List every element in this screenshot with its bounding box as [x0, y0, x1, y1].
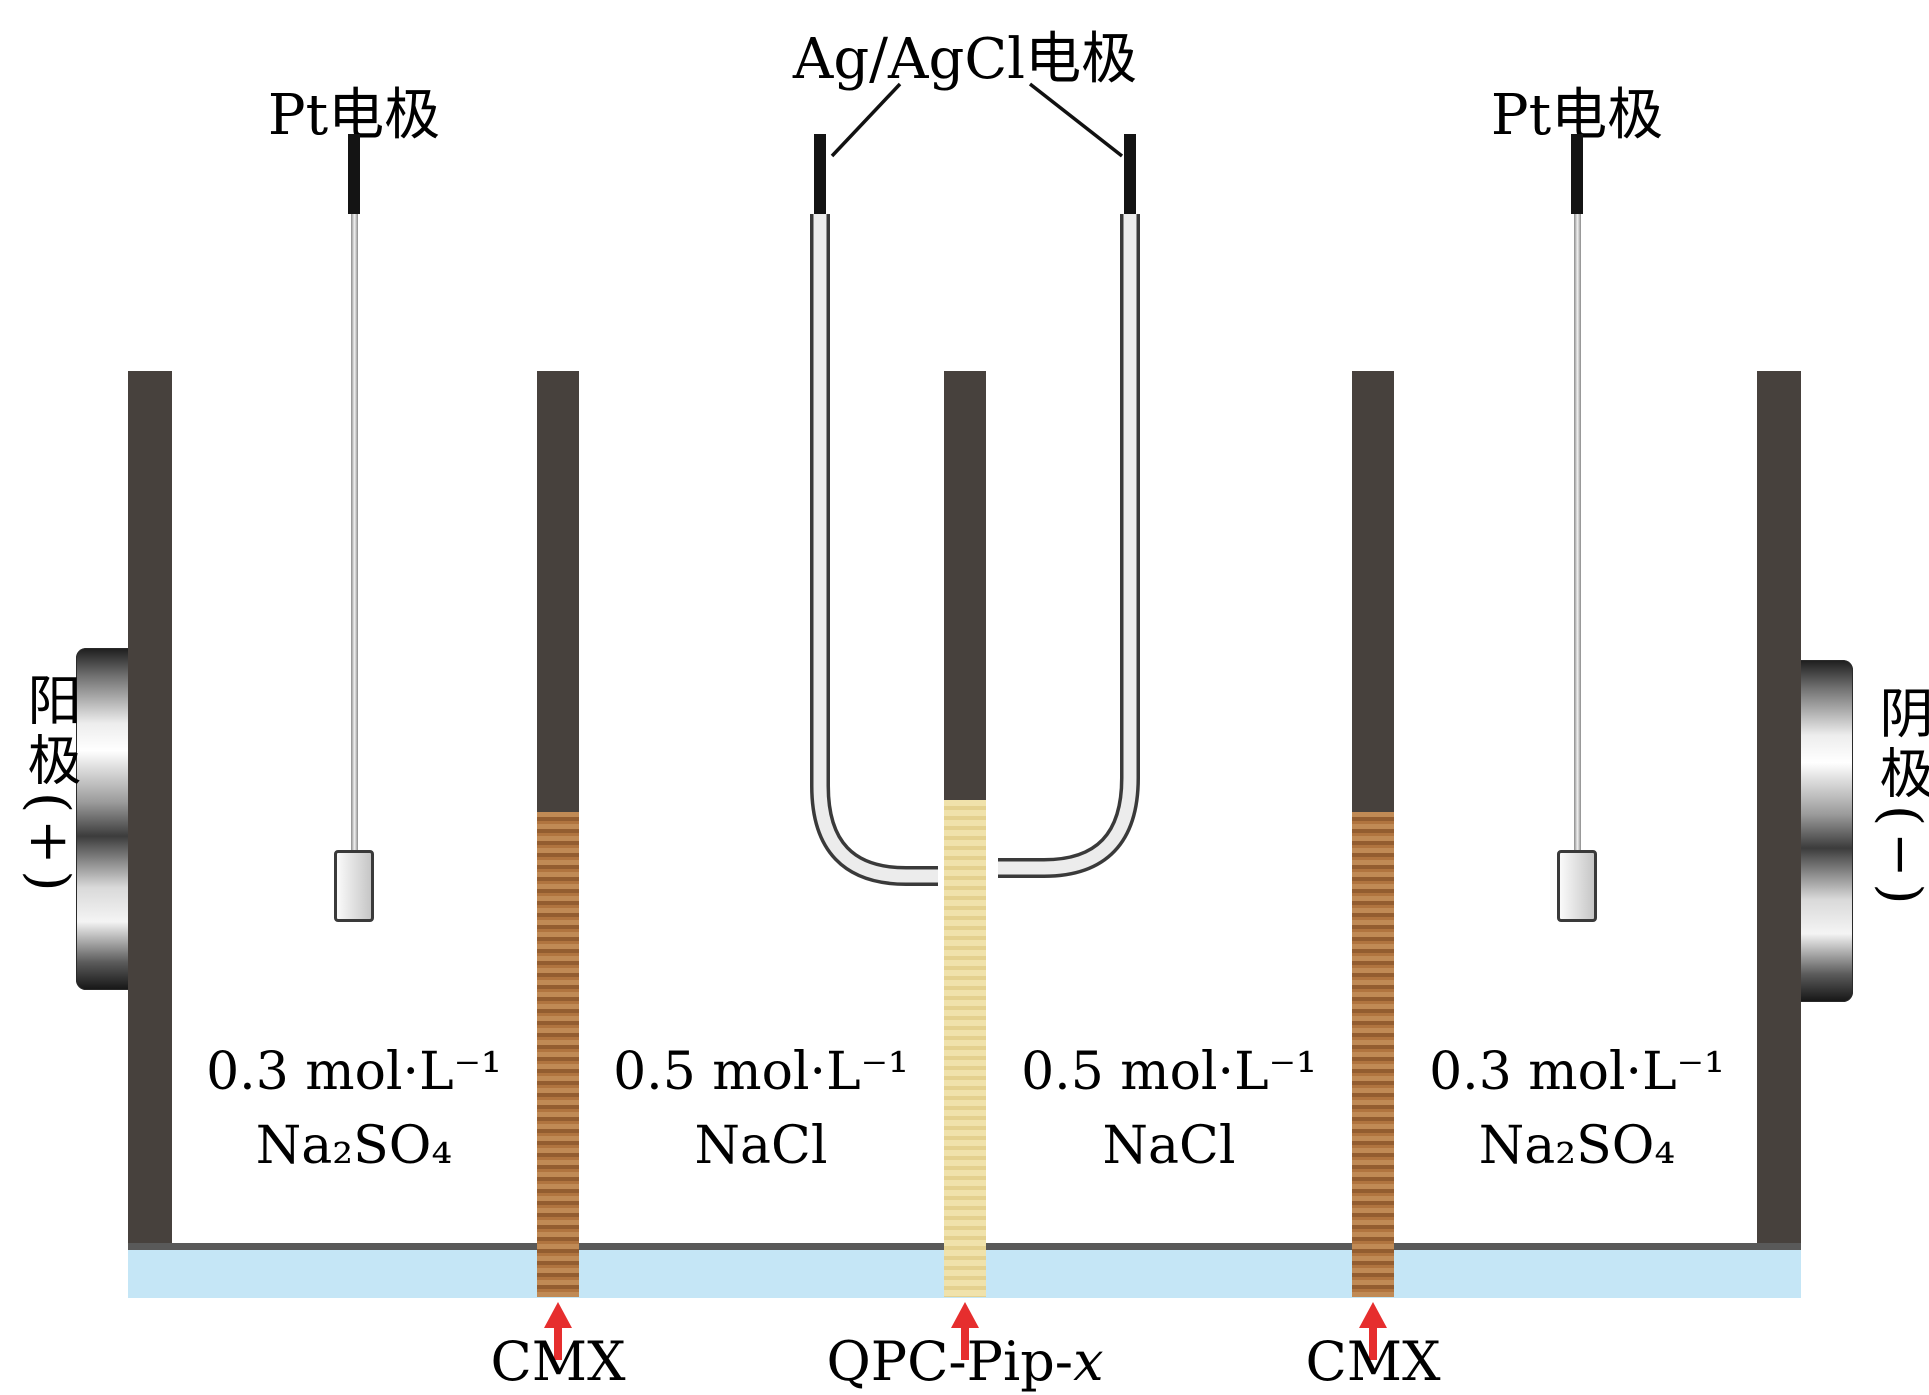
solution-formula: NaCl — [694, 1115, 828, 1176]
pt-electrode-left-plate — [334, 850, 374, 922]
solution-concentration: 0.3 mol·L⁻¹ — [1429, 1042, 1725, 1102]
solution-formula: Na₂SO₄ — [1478, 1115, 1676, 1176]
ag-agcl-electrode-left-tube — [813, 214, 938, 883]
arrow-up-qpc — [951, 1302, 979, 1328]
pt-electrode-left-cap — [348, 134, 360, 214]
arrow-stem-qpc — [961, 1326, 969, 1360]
ag-agcl-electrode-right-tube-outline — [998, 214, 1140, 878]
pt-electrode-right-cap — [1571, 134, 1583, 214]
cathode-plate — [1757, 371, 1801, 1243]
solution-label-4: 0.3 mol·L⁻¹ Na₂SO₄ — [1397, 1036, 1757, 1184]
solution-label-3: 0.5 mol·L⁻¹ NaCl — [989, 1036, 1349, 1184]
anode-plate — [128, 371, 172, 1243]
ag-agcl-electrode-right-tube — [998, 214, 1137, 875]
ag-agcl-electrode-right-cap — [1124, 134, 1136, 214]
cmx-label-right: CMX — [1305, 1330, 1441, 1393]
qpc-label-variable: x — [1073, 1330, 1104, 1393]
arrow-up-cmx-right — [1359, 1302, 1387, 1328]
solution-formula: NaCl — [1102, 1115, 1236, 1176]
qpc-membrane — [944, 800, 986, 1297]
cathode-label: 阴极(−) — [1870, 685, 1929, 911]
pt-electrode-right-plate — [1557, 850, 1597, 922]
cmx-membrane-right-holder — [1352, 371, 1394, 812]
qpc-label: QPC-Pip-x — [765, 1330, 1165, 1393]
qpc-label-prefix: QPC-Pip- — [826, 1330, 1074, 1393]
pt-electrode-right-rod — [1574, 214, 1581, 852]
pt-electrode-left-rod — [351, 214, 358, 852]
arrow-stem-cmx-left — [554, 1326, 562, 1360]
cmx-membrane-left — [537, 812, 579, 1297]
arrow-stem-cmx-right — [1369, 1326, 1377, 1360]
arrow-up-cmx-left — [544, 1302, 572, 1328]
ag-agcl-electrode-label: Ag/AgCl电极 — [792, 27, 1138, 92]
cmx-label-left: CMX — [490, 1330, 626, 1393]
solution-concentration: 0.5 mol·L⁻¹ — [613, 1042, 909, 1102]
solution-label-2: 0.5 mol·L⁻¹ NaCl — [581, 1036, 941, 1184]
solution-concentration: 0.5 mol·L⁻¹ — [1021, 1042, 1317, 1102]
solution-label-1: 0.3 mol·L⁻¹ Na₂SO₄ — [174, 1036, 534, 1184]
qpc-membrane-holder — [944, 371, 986, 800]
solution-concentration: 0.3 mol·L⁻¹ — [206, 1042, 502, 1102]
ag-agcl-electrode-left-cap — [814, 134, 826, 214]
cmx-membrane-left-holder — [537, 371, 579, 812]
cmx-membrane-right — [1352, 812, 1394, 1297]
solution-formula: Na₂SO₄ — [255, 1115, 453, 1176]
anode-label: 阳极(+) — [18, 672, 81, 898]
ag-agcl-electrode-left-tube-outline — [810, 214, 938, 886]
